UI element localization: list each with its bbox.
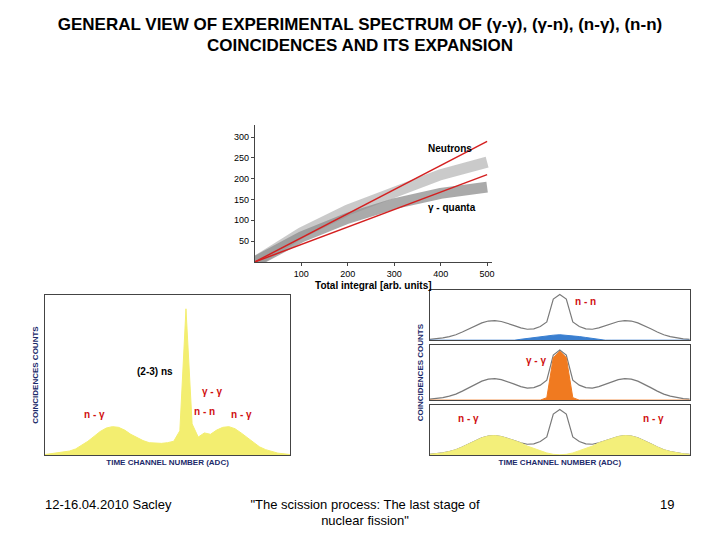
svg-text:n - γ: n - γ: [643, 413, 664, 424]
svg-text:150: 150: [234, 195, 249, 205]
svg-text:n - n: n - n: [575, 296, 596, 307]
svg-text:400: 400: [433, 269, 448, 279]
svg-text:γ - quanta: γ - quanta: [428, 202, 476, 213]
svg-text:TIME CHANNEL NUMBER (ADC): TIME CHANNEL NUMBER (ADC): [499, 458, 622, 467]
svg-text:300: 300: [234, 132, 249, 142]
svg-text:n - γ: n - γ: [458, 413, 479, 424]
html-text:"The scission process: The las: "The scission process: The last stage of…: [250, 497, 480, 528]
svg-text:Neutrons: Neutrons: [428, 143, 472, 154]
svg-text:100: 100: [294, 269, 309, 279]
svg-text:(2-3) ns: (2-3) ns: [137, 366, 173, 377]
svg-text:γ - γ: γ - γ: [202, 386, 222, 397]
svg-text:100: 100: [234, 215, 249, 225]
svg-text:n - n: n - n: [194, 406, 215, 417]
svg-text:n - γ: n - γ: [231, 409, 252, 420]
svg-text:Total integral [arb. units]: Total integral [arb. units]: [315, 280, 431, 291]
svg-text:200: 200: [340, 269, 355, 279]
svg-text:300: 300: [387, 269, 402, 279]
svg-text:250: 250: [234, 153, 249, 163]
svg-text:200: 200: [234, 174, 249, 184]
svg-text:50: 50: [239, 236, 249, 246]
html-text:GENERAL VIEW OF EXPERIMENTAL S: GENERAL VIEW OF EXPERIMENTAL SPECTRUM OF…: [57, 15, 663, 55]
svg-text:COINCIDENCES COUNTS: COINCIDENCES COUNTS: [416, 323, 425, 421]
svg-text:500: 500: [480, 269, 495, 279]
svg-text:γ - γ: γ - γ: [526, 355, 546, 366]
svg-text:TIME CHANNEL NUMBER (ADC): TIME CHANNEL NUMBER (ADC): [106, 458, 229, 467]
html-text:12-16.04.2010 Sacley: 12-16.04.2010 Sacley: [45, 497, 172, 512]
svg-text:COINCIDENCES COUNTS: COINCIDENCES COUNTS: [31, 326, 40, 424]
html-text:19: 19: [660, 497, 675, 512]
svg-text:n - γ: n - γ: [84, 409, 105, 420]
